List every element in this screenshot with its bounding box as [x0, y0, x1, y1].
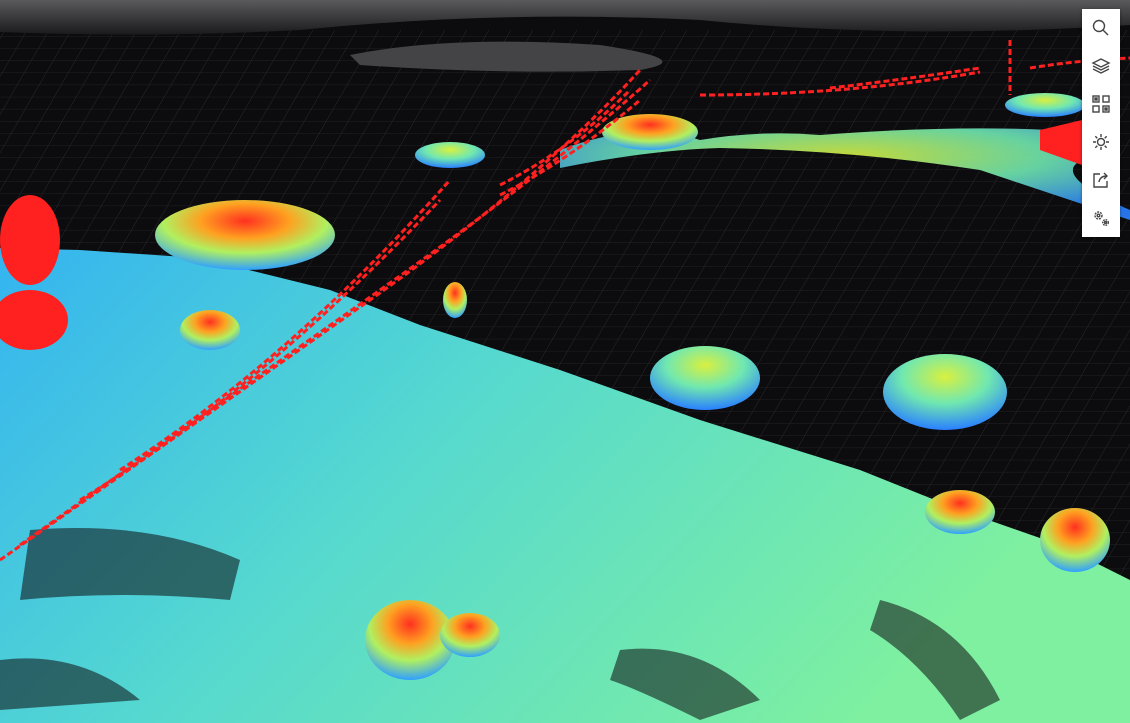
layers-icon [1091, 58, 1111, 74]
layers-button[interactable] [1082, 47, 1120, 85]
qr-code-button[interactable] [1082, 85, 1120, 123]
trees [0, 93, 1110, 680]
far-red-band [1040, 120, 1082, 165]
power-lines [0, 40, 1130, 562]
distant-terrain [0, 0, 1130, 35]
distant-patch [350, 41, 663, 72]
search-button[interactable] [1082, 9, 1120, 47]
share-export-icon [1093, 172, 1108, 188]
search-icon [1092, 19, 1109, 36]
far-ridge [560, 128, 1130, 220]
lighting-button[interactable] [1082, 123, 1120, 161]
viewer-toolbar [1082, 9, 1120, 237]
settings-button[interactable] [1082, 199, 1120, 237]
gears-icon [1094, 211, 1109, 226]
dark-shadows [0, 528, 1000, 720]
qr-code-icon [1092, 95, 1110, 113]
sun-icon [1093, 134, 1109, 150]
share-button[interactable] [1082, 161, 1120, 199]
ground-surface [0, 248, 1130, 723]
